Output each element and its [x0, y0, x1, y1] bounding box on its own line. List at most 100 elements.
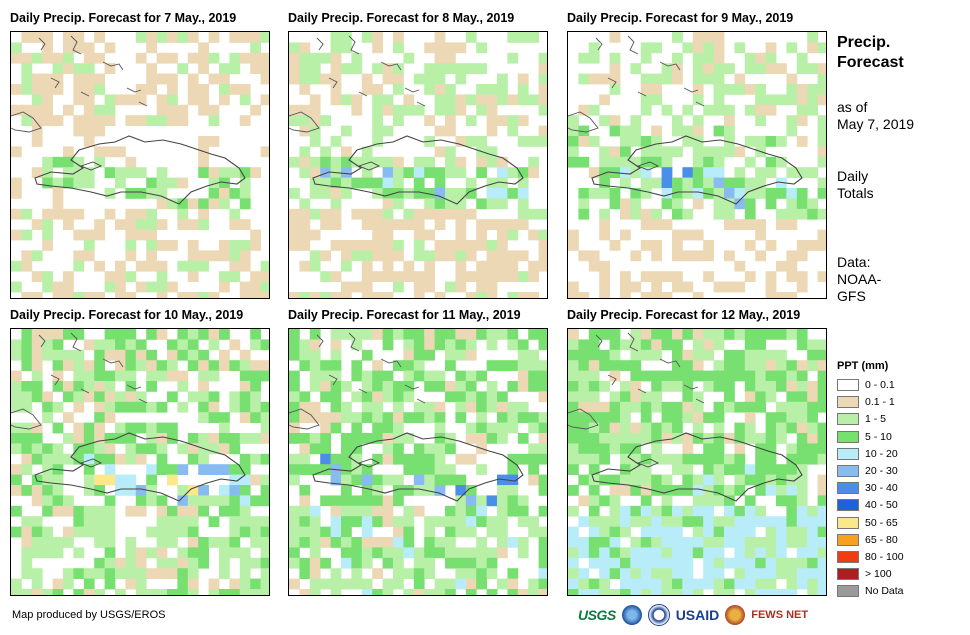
precip-cell [609, 412, 621, 423]
precip-cell [146, 370, 157, 382]
precip-cell [424, 443, 435, 455]
precip-cell [465, 568, 477, 579]
precip-cell [796, 63, 808, 74]
precip-cell [187, 271, 199, 282]
northern-islands-outline [595, 332, 705, 404]
precip-cell [382, 495, 394, 507]
precip-cell [599, 177, 610, 189]
precip-cell [476, 260, 487, 272]
precip-cell [682, 349, 694, 361]
precip-cell [219, 94, 230, 106]
precip-cell [734, 485, 746, 496]
precip-cell [393, 433, 404, 444]
precip-cell [599, 526, 610, 538]
precip-cell [692, 63, 704, 74]
precip-cell [135, 589, 147, 595]
precip-cell [21, 63, 33, 74]
precip-cell [703, 52, 714, 64]
precip-cell [796, 136, 808, 147]
precip-cell [52, 485, 64, 496]
precip-cell [578, 370, 590, 382]
precip-cell [588, 443, 600, 455]
precip-cell [42, 412, 53, 423]
precip-cell [776, 526, 787, 538]
precip-cell [724, 84, 735, 95]
precip-cell [744, 188, 756, 199]
precip-cell [476, 94, 487, 106]
precip-cell [104, 443, 116, 455]
precip-cell [538, 104, 547, 116]
precip-cell [63, 412, 74, 423]
precip-cell [703, 271, 714, 282]
precip-cell [620, 229, 631, 241]
precip-cell [31, 381, 43, 392]
precip-cell [424, 271, 435, 282]
precip-cell [578, 391, 590, 403]
precip-cell [640, 391, 652, 403]
precip-cell [713, 94, 725, 106]
precip-cell [424, 557, 435, 569]
precip-cell [630, 63, 642, 74]
precip-cell [817, 453, 826, 465]
precip-cell [167, 177, 178, 189]
precip-cell [167, 349, 178, 361]
precip-cell [651, 250, 662, 262]
precip-cell [393, 329, 404, 340]
precip-cell [250, 537, 261, 548]
precip-cell [651, 391, 662, 403]
precip-cell [517, 177, 529, 189]
precip-cell [476, 391, 487, 403]
precip-map-6 [568, 329, 826, 595]
precip-cell [786, 391, 798, 403]
precip-cell [125, 156, 137, 168]
precip-cell [588, 526, 600, 538]
precip-cell [208, 464, 220, 475]
precip-cell [146, 73, 157, 85]
precip-cell [125, 557, 137, 569]
precip-cell [630, 443, 642, 455]
legend-label: > 100 [865, 568, 892, 581]
precip-cell [703, 370, 714, 382]
precip-cell [382, 240, 394, 251]
precip-cell [115, 568, 126, 579]
precip-cell [497, 167, 508, 178]
precip-cell [817, 339, 826, 351]
precip-cell [309, 136, 321, 147]
precip-cell [692, 329, 704, 340]
precip-cell [703, 537, 714, 548]
precip-cell [497, 485, 508, 496]
precip-cell [341, 281, 352, 293]
precip-cell [198, 505, 209, 517]
precip-cell [538, 433, 547, 444]
precip-cell [73, 229, 85, 241]
precip-cell [219, 281, 230, 293]
precip-cell [497, 177, 508, 189]
precip-cell [817, 73, 826, 85]
cuba-outline [11, 408, 42, 430]
precip-cell [765, 526, 777, 538]
precip-cell [507, 167, 519, 178]
precip-cell [651, 516, 662, 527]
precip-cell [796, 568, 808, 579]
precip-cell [578, 433, 590, 444]
precip-cell [465, 115, 477, 126]
island-outline [636, 458, 660, 468]
precip-cell [568, 329, 579, 340]
precip-cell [341, 188, 352, 199]
precip-cell [104, 146, 116, 158]
precip-cell [382, 578, 394, 590]
precip-cell [445, 198, 456, 210]
precip-cell [219, 568, 230, 579]
precip-cell [146, 177, 157, 189]
precip-cell [734, 177, 746, 189]
precip-cell [755, 339, 766, 351]
precip-cell [320, 360, 331, 371]
precip-cell [765, 391, 777, 403]
precip-cell [755, 188, 766, 199]
precip-cell [755, 557, 766, 569]
precip-cell [445, 349, 456, 361]
precip-cell [239, 240, 251, 251]
precip-cell [786, 219, 798, 230]
precip-cell [135, 547, 147, 559]
precip-cell [73, 167, 85, 178]
